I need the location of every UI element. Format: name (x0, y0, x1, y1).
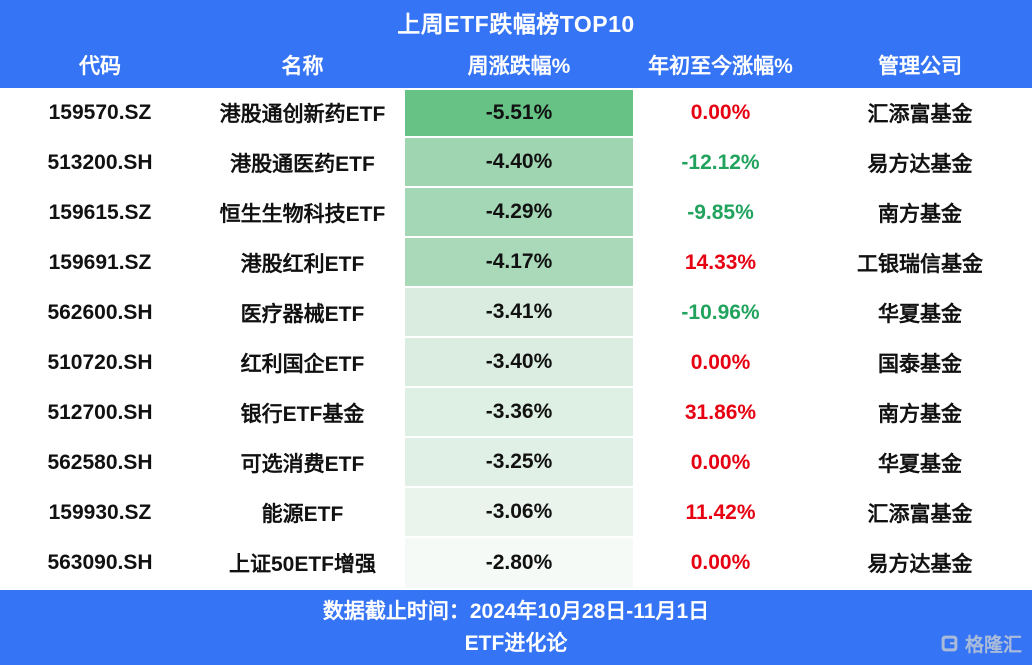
name-cell: 能源ETF (261, 503, 344, 526)
watermark-brand-text: 格隆汇 (964, 635, 1022, 656)
name-cell: 上证50ETF增强 (228, 553, 377, 576)
ytd-change-cell: 14.33% (684, 251, 757, 274)
name-cell: 港股红利ETF (240, 253, 365, 276)
code-cell: 510720.SH (47, 351, 153, 374)
column-header-week: 周涨跌幅% (467, 55, 571, 78)
column-header-row: 代码 名称 周涨跌幅% 年初至今涨幅% 管理公司 (0, 44, 1032, 88)
code-cell: 512700.SH (47, 401, 153, 424)
week-change-cell: -3.25% (405, 438, 633, 488)
week-change-cell: -3.40% (405, 338, 633, 388)
page-title: 上周ETF跌幅榜TOP10 (397, 11, 635, 37)
column-header-name: 名称 (281, 55, 324, 78)
company-cell: 华夏基金 (878, 303, 962, 326)
code-cell: 159930.SZ (48, 501, 152, 524)
week-change-cell: -4.17% (405, 238, 633, 288)
table-row: 159691.SZ 港股红利ETF -4.17% 14.33% 工银瑞信基金 (0, 238, 1032, 288)
ytd-change-cell: -12.12% (681, 151, 760, 174)
column-header-code: 代码 (79, 55, 121, 78)
company-cell: 汇添富基金 (867, 503, 973, 526)
table-row: 159615.SZ 恒生生物科技ETF -4.29% -9.85% 南方基金 (0, 188, 1032, 238)
company-cell: 国泰基金 (878, 353, 962, 376)
footer-date-range: 数据截止时间：2024年10月28日-11月1日 (322, 599, 710, 623)
ytd-change-cell: 31.86% (684, 401, 757, 424)
table-row: 563090.SH 上证50ETF增强 -2.80% 0.00% 易方达基金 (0, 538, 1032, 588)
week-change-cell: -4.29% (405, 188, 633, 238)
company-cell: 华夏基金 (878, 453, 962, 476)
table-row: 513200.SH 港股通医药ETF -4.40% -12.12% 易方达基金 (0, 138, 1032, 188)
code-cell: 562600.SH (47, 301, 153, 324)
name-cell: 银行ETF基金 (240, 403, 365, 426)
company-cell: 易方达基金 (867, 153, 973, 176)
table-footer: 数据截止时间：2024年10月28日-11月1日 ETF进化论 格隆汇 (0, 590, 1032, 665)
column-header-company: 管理公司 (878, 55, 962, 78)
footer-source: ETF进化论 (464, 632, 568, 655)
table-row: 159570.SZ 港股通创新药ETF -5.51% 0.00% 汇添富基金 (0, 88, 1032, 138)
week-change-cell: -4.40% (405, 138, 633, 188)
code-cell: 562580.SH (47, 451, 153, 474)
company-cell: 南方基金 (878, 403, 962, 426)
gelonghui-logo-icon (939, 633, 960, 654)
company-cell: 易方达基金 (867, 553, 973, 576)
ytd-change-cell: -10.96% (681, 301, 760, 324)
week-change-cell: -3.36% (405, 388, 633, 438)
column-header-ytd: 年初至今涨幅% (648, 55, 793, 78)
table-body: 159570.SZ 港股通创新药ETF -5.51% 0.00% 汇添富基金 513200… (0, 88, 1032, 588)
company-cell: 南方基金 (878, 203, 962, 226)
table-row: 562600.SH 医疗器械ETF -3.41% -10.96% 华夏基金 (0, 288, 1032, 338)
ytd-change-cell: 0.00% (690, 451, 751, 474)
week-change-cell: -3.41% (405, 288, 633, 338)
table-row: 562580.SH 可选消费ETF -3.25% 0.00% 华夏基金 (0, 438, 1032, 488)
name-cell: 医疗器械ETF (240, 303, 365, 326)
table-row: 159930.SZ 能源ETF -3.06% 11.42% 汇添富基金 (0, 488, 1032, 538)
company-cell: 汇添富基金 (867, 103, 973, 126)
week-change-cell: -2.80% (405, 538, 633, 588)
ytd-change-cell: 0.00% (690, 551, 751, 574)
code-cell: 159570.SZ (48, 101, 152, 124)
watermark: 格隆汇 (939, 630, 1022, 657)
name-cell: 可选消费ETF (240, 453, 365, 476)
code-cell: 563090.SH (47, 551, 153, 574)
code-cell: 159615.SZ (48, 201, 152, 224)
week-change-cell: -3.06% (405, 488, 633, 538)
week-change-cell: -5.51% (405, 88, 633, 138)
table-row: 510720.SH 红利国企ETF -3.40% 0.00% 国泰基金 (0, 338, 1032, 388)
code-cell: 159691.SZ (48, 251, 152, 274)
ytd-change-cell: 0.00% (690, 351, 751, 374)
code-cell: 513200.SH (47, 151, 153, 174)
ytd-change-cell: 0.00% (690, 101, 751, 124)
name-cell: 红利国企ETF (240, 353, 365, 376)
name-cell: 港股通创新药ETF (219, 103, 386, 126)
ytd-change-cell: -9.85% (687, 201, 754, 224)
ytd-change-cell: 11.42% (685, 501, 756, 524)
table-row: 512700.SH 银行ETF基金 -3.36% 31.86% 南方基金 (0, 388, 1032, 438)
table-header: 上周ETF跌幅榜TOP10 代码 名称 周涨跌幅% 年初至今涨幅% 管理公司 (0, 0, 1032, 88)
name-cell: 港股通医药ETF (230, 153, 375, 176)
company-cell: 工银瑞信基金 (857, 253, 983, 276)
name-cell: 恒生生物科技ETF (219, 203, 386, 226)
